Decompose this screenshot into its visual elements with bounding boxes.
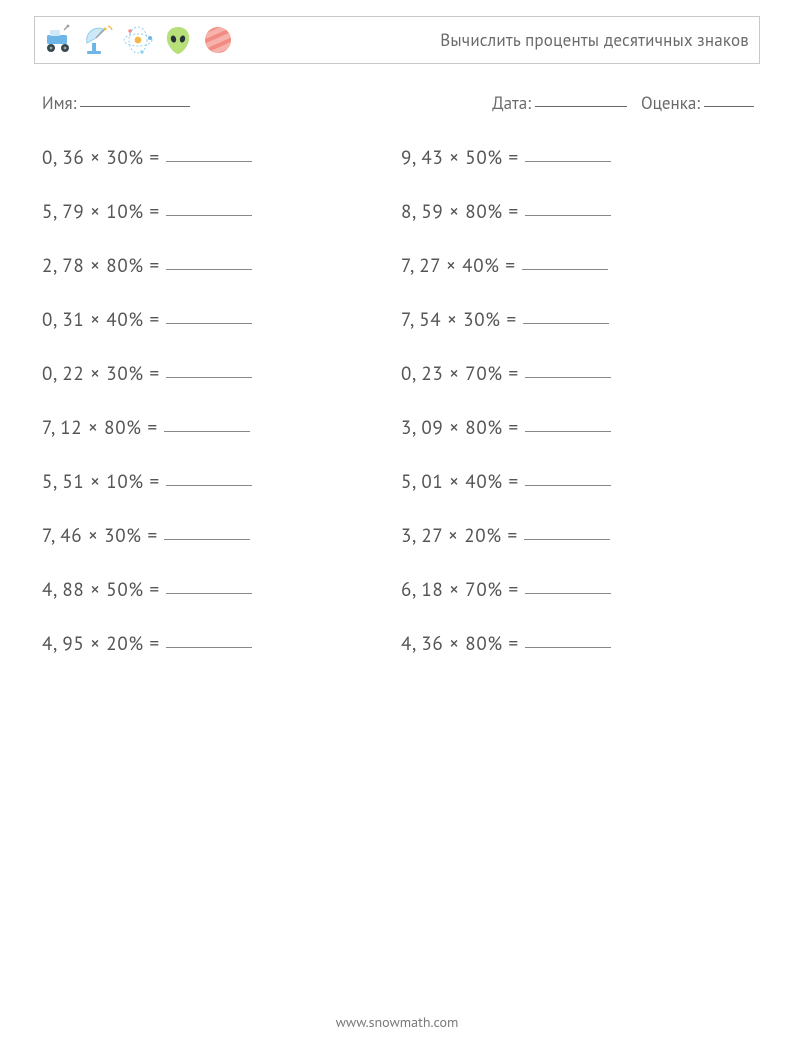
problem-item: 3, 27 × 20% = — [401, 524, 754, 548]
answer-blank[interactable] — [164, 539, 250, 540]
problem-item: 5, 01 × 40% = — [401, 470, 754, 494]
problem-item: 2, 78 × 80% = — [42, 254, 395, 278]
answer-blank[interactable] — [525, 431, 611, 432]
problem-expression: 7, 12 × 80% = — [42, 416, 158, 440]
problem-item: 5, 79 × 10% = — [42, 200, 395, 224]
answer-blank[interactable] — [525, 485, 611, 486]
problem-expression: 5, 01 × 40% = — [401, 470, 519, 494]
header-box: Вычислить проценты десятичных знаков — [34, 16, 760, 64]
problem-expression: 0, 36 × 30% = — [42, 146, 160, 170]
problem-item: 4, 36 × 80% = — [401, 632, 754, 656]
problem-item: 7, 12 × 80% = — [42, 416, 395, 440]
problem-item: 7, 27 × 40% = — [401, 254, 754, 278]
answer-blank[interactable] — [525, 215, 611, 216]
answer-blank[interactable] — [164, 431, 250, 432]
name-blank[interactable] — [80, 106, 190, 107]
answer-blank[interactable] — [525, 161, 611, 162]
alien-icon — [161, 23, 195, 57]
problem-expression: 3, 09 × 80% = — [401, 416, 519, 440]
answer-blank[interactable] — [166, 215, 252, 216]
problem-item: 9, 43 × 50% = — [401, 146, 754, 170]
rover-icon — [41, 23, 75, 57]
problem-item: 8, 59 × 80% = — [401, 200, 754, 224]
problem-expression: 9, 43 × 50% = — [401, 146, 519, 170]
problem-expression: 3, 27 × 20% = — [401, 524, 518, 548]
answer-blank[interactable] — [523, 323, 609, 324]
answer-blank[interactable] — [166, 161, 252, 162]
problem-expression: 4, 36 × 80% = — [401, 632, 519, 656]
problem-item: 4, 88 × 50% = — [42, 578, 395, 602]
problem-expression: 0, 31 × 40% = — [42, 308, 160, 332]
problem-expression: 7, 46 × 30% = — [42, 524, 158, 548]
problem-expression: 0, 22 × 30% = — [42, 362, 160, 386]
problem-item: 4, 95 × 20% = — [42, 632, 395, 656]
planet-icon — [201, 23, 235, 57]
date-label: Дата: — [492, 92, 531, 114]
worksheet-title: Вычислить проценты десятичных знаков — [440, 29, 749, 51]
problem-expression: 5, 79 × 10% = — [42, 200, 160, 224]
problem-item: 6, 18 × 70% = — [401, 578, 754, 602]
name-label: Имя: — [42, 92, 76, 114]
problem-item: 3, 09 × 80% = — [401, 416, 754, 440]
score-field: Оценка: — [641, 92, 754, 114]
answer-blank[interactable] — [166, 377, 252, 378]
info-row: Имя: Дата: Оценка: — [42, 92, 754, 114]
problem-expression: 4, 88 × 50% = — [42, 578, 160, 602]
footer-link[interactable]: www.snowmath.com — [0, 1013, 794, 1031]
score-label: Оценка: — [641, 92, 700, 114]
problems-grid: 0, 36 × 30% = 9, 43 × 50% = 5, 79 × 10% … — [42, 146, 754, 656]
answer-blank[interactable] — [166, 647, 252, 648]
solar-system-icon — [121, 23, 155, 57]
problem-item: 0, 36 × 30% = — [42, 146, 395, 170]
problem-item: 5, 51 × 10% = — [42, 470, 395, 494]
problem-expression: 4, 95 × 20% = — [42, 632, 160, 656]
problem-expression: 2, 78 × 80% = — [42, 254, 160, 278]
problem-item: 0, 22 × 30% = — [42, 362, 395, 386]
satellite-dish-icon — [81, 23, 115, 57]
problem-expression: 0, 23 × 70% = — [401, 362, 519, 386]
problem-expression: 5, 51 × 10% = — [42, 470, 160, 494]
problem-item: 0, 23 × 70% = — [401, 362, 754, 386]
date-field: Дата: — [492, 92, 627, 114]
problem-item: 0, 31 × 40% = — [42, 308, 395, 332]
score-blank[interactable] — [704, 106, 754, 107]
answer-blank[interactable] — [166, 485, 252, 486]
answer-blank[interactable] — [166, 323, 252, 324]
header-icons — [41, 23, 235, 57]
problem-expression: 8, 59 × 80% = — [401, 200, 519, 224]
problem-expression: 7, 27 × 40% = — [401, 254, 516, 278]
problem-expression: 7, 54 × 30% = — [401, 308, 517, 332]
problem-item: 7, 54 × 30% = — [401, 308, 754, 332]
date-blank[interactable] — [535, 106, 627, 107]
problem-expression: 6, 18 × 70% = — [401, 578, 519, 602]
answer-blank[interactable] — [525, 593, 611, 594]
answer-blank[interactable] — [166, 269, 252, 270]
answer-blank[interactable] — [166, 593, 252, 594]
answer-blank[interactable] — [524, 539, 610, 540]
answer-blank[interactable] — [522, 269, 608, 270]
problem-item: 7, 46 × 30% = — [42, 524, 395, 548]
name-field: Имя: — [42, 92, 190, 114]
answer-blank[interactable] — [525, 377, 611, 378]
answer-blank[interactable] — [525, 647, 611, 648]
